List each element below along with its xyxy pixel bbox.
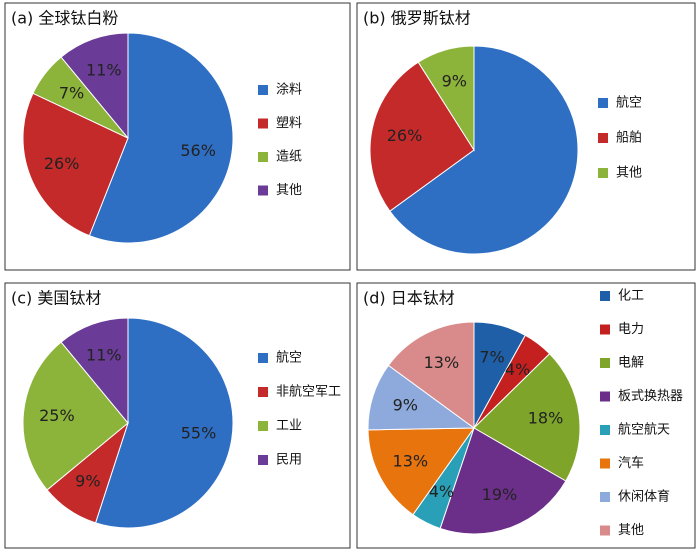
data-label: 7% [59,84,84,103]
pie-slice [439,427,567,535]
legend-swatch [600,324,610,335]
legend-label: 船舶 [616,130,642,146]
legend-label: 其他 [616,166,642,181]
legend-swatch [258,152,268,162]
data-label: 55% [181,424,217,443]
pie-slice [473,353,581,482]
legend-label: 汽车 [618,455,644,471]
data-label: 56% [180,141,216,160]
legend-swatch [598,133,608,143]
pie-slice [60,317,129,425]
legend-swatch [258,185,268,196]
legend-label: 其他 [618,523,644,538]
legend-label: 电力 [618,322,644,337]
legend-swatch [258,455,268,465]
legend-label: 工业 [276,419,302,434]
chart-title: (b) 俄罗斯钛材 [363,9,471,28]
legend-label: 其他 [276,183,302,198]
pie-slice [389,45,579,255]
legend-label: 航空 [616,95,642,111]
legend-swatch [600,425,610,435]
legend-swatch [600,358,610,368]
data-label: 4% [505,360,530,379]
pie-slice [60,32,129,140]
legend-label: 电解 [618,356,644,371]
data-label: 9% [442,72,467,91]
legend-label: 板式换热器 [618,389,683,404]
legend-label: 休闲体育 [618,489,670,505]
legend-label: 非航空军工 [276,384,341,400]
chart-title: (c) 美国钛材 [11,289,101,308]
legend-swatch [258,421,268,431]
data-label: 7% [479,348,504,367]
legend-label: 航空 [276,350,302,366]
data-label: 26% [387,126,423,145]
legend-swatch [258,118,268,129]
pie-slice [367,364,476,431]
legend-label: 涂料 [276,82,302,98]
data-label: 26% [44,154,80,173]
data-label: 11% [86,345,122,364]
pie-slice [367,427,475,516]
pie-slice [88,32,234,244]
legend-label: 航空航天 [618,422,670,438]
legend-swatch [600,492,610,502]
legend-label: 民用 [276,453,302,468]
legend-swatch [600,391,610,402]
legend-swatch [600,525,610,536]
legend-swatch [598,98,608,108]
data-label: 9% [393,396,418,415]
legend-swatch [600,458,610,469]
legend-swatch [258,353,268,363]
legend-label: 化工 [618,289,644,304]
chart-title: (d) 日本钛材 [363,289,455,308]
pie-slice [369,61,475,212]
legend-label: 塑料 [276,116,302,131]
pie-slice [417,45,475,152]
legend-label: 造纸 [276,150,302,165]
pie-slice [22,92,129,237]
data-label: 19% [482,485,518,504]
legend-swatch [600,291,610,301]
data-label: 25% [39,406,75,425]
data-label: 18% [528,408,564,427]
data-label: 9% [75,472,100,491]
pie-slice [94,317,234,529]
pie-slice [387,321,475,429]
data-label: 4% [429,482,454,501]
legend-swatch [258,387,268,397]
data-label: 13% [393,451,429,470]
pie-slice [22,341,129,491]
data-label: 13% [424,353,460,372]
legend-swatch [598,168,608,178]
chart-title: (a) 全球钛白粉 [11,9,118,28]
legend-swatch [258,85,268,95]
data-label: 11% [86,60,122,79]
